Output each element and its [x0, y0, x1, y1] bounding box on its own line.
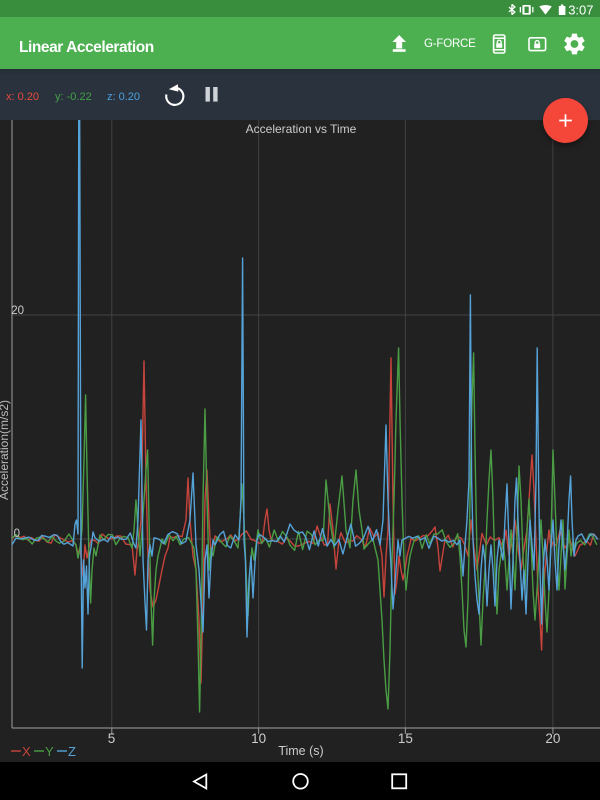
svg-text:3:07: 3:07 — [568, 2, 593, 17]
svg-text:0: 0 — [14, 528, 20, 540]
svg-text:20: 20 — [11, 305, 24, 317]
svg-text:Acceleration vs Time: Acceleration vs Time — [246, 122, 357, 136]
svg-text:Time (s): Time (s) — [278, 744, 323, 758]
svg-text:Z: Z — [68, 744, 76, 759]
svg-text:Acceleration(m/s2): Acceleration(m/s2) — [0, 400, 11, 500]
svg-text:10: 10 — [251, 731, 266, 746]
svg-text:X: X — [22, 744, 31, 759]
svg-text:15: 15 — [398, 731, 413, 746]
svg-text:Y: Y — [45, 744, 54, 759]
svg-text:5: 5 — [108, 731, 116, 746]
svg-text:20: 20 — [545, 731, 560, 746]
